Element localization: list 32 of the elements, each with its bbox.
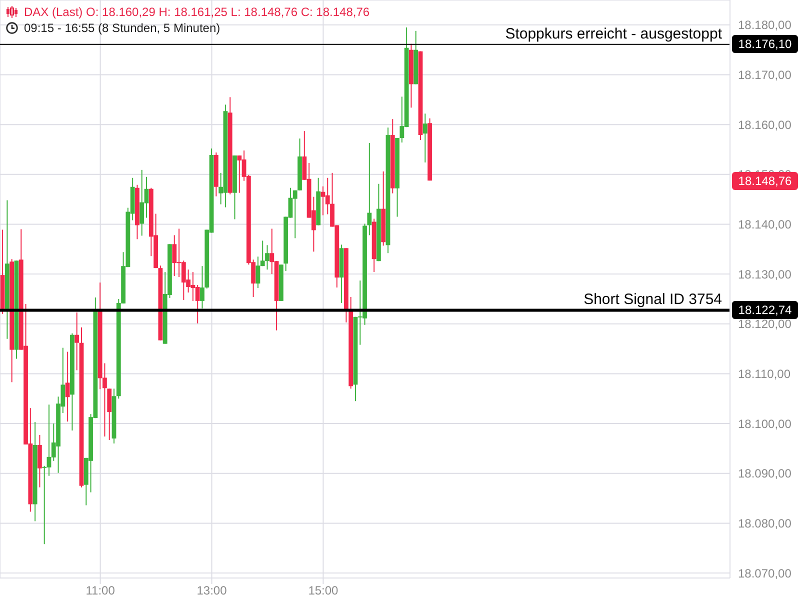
y-tick-label: 18.180,00 xyxy=(738,18,792,32)
candlestick xyxy=(38,434,42,488)
y-tick-label: 18.170,00 xyxy=(738,68,792,82)
y-tick-label: 18.110,00 xyxy=(738,366,791,381)
text: 18.122,74 xyxy=(732,301,798,320)
y-tick-label: 18.130,00 xyxy=(738,267,792,282)
candlestick xyxy=(237,154,242,194)
text: 18.176,10 xyxy=(732,35,798,54)
y-tick-label: 18.160,00 xyxy=(738,118,792,132)
text: 18.148,76 xyxy=(732,172,798,190)
candlestick xyxy=(195,284,200,324)
candlestick xyxy=(107,388,112,440)
y-tick-label: 18.140,00 xyxy=(738,217,792,232)
text: 09:15 - 16:55 (8 Stunden, 5 Minuten) xyxy=(24,21,220,35)
candlestick xyxy=(74,312,80,371)
candlestick xyxy=(140,169,144,236)
y-tick-label: 18.100,00 xyxy=(738,416,792,431)
x-tick-label: 15:00 xyxy=(308,584,339,598)
ref-line-label: Short Signal ID 3754 xyxy=(584,291,722,308)
y-tick-label: 18.080,00 xyxy=(738,516,792,530)
candlestick xyxy=(200,266,204,309)
candlestick xyxy=(422,113,428,163)
chart-title: DAX (Last) O: 18.160,29 H: 18.161,25 L: 18.148,76 C: 18.148,76 xyxy=(24,5,370,19)
x-tick-label: 13:00 xyxy=(196,584,228,598)
candlestick xyxy=(172,234,177,277)
y-tick-label: 18.090,00 xyxy=(738,466,792,481)
candlestick xyxy=(65,351,70,422)
y-tick-label: 18.070,00 xyxy=(738,566,792,580)
ref-line-label: Stoppkurs erreicht - ausgestoppt xyxy=(505,25,723,42)
candlestick xyxy=(292,190,298,239)
y-tick-label: 18.120,00 xyxy=(738,317,792,332)
x-tick-label: 11:00 xyxy=(86,584,116,598)
